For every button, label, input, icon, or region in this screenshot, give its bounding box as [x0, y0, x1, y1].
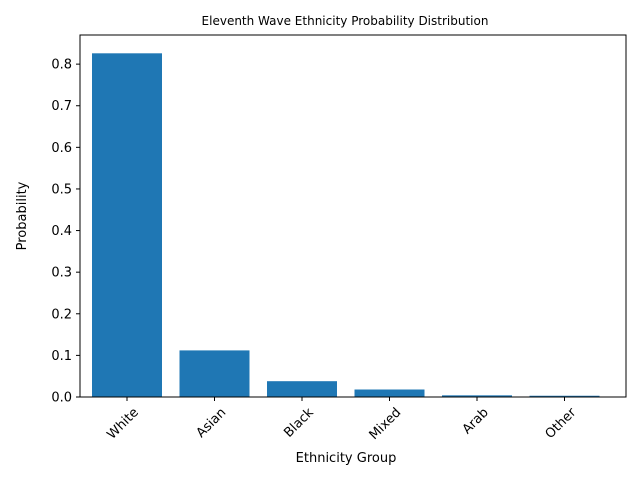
y-tick-label: 0.0	[51, 391, 72, 406]
x-tick-label: Black	[281, 405, 317, 441]
y-tick-label: 0.8	[51, 58, 72, 73]
y-tick-label: 0.4	[51, 224, 72, 239]
x-tick-label: Asian	[194, 405, 230, 441]
x-axis-title: Ethnicity Group	[296, 451, 397, 466]
bar-arab	[442, 395, 512, 397]
y-tick-label: 0.1	[51, 349, 72, 364]
x-tick-label: Other	[543, 405, 580, 442]
bars-group	[92, 53, 600, 398]
bar-white	[92, 53, 162, 398]
y-tick-label: 0.7	[51, 99, 72, 114]
chart-title: Eleventh Wave Ethnicity Probability Dist…	[202, 14, 489, 28]
x-tick-label: Mixed	[367, 405, 405, 443]
bar-mixed	[354, 389, 425, 397]
x-tick-label: White	[104, 405, 141, 442]
x-axis-ticks: White Asian Black Mixed Arab Other	[104, 397, 580, 443]
y-axis-title: Probability	[15, 181, 30, 250]
bar-other	[529, 395, 600, 397]
x-tick-label: Arab	[460, 405, 492, 437]
y-tick-label: 0.3	[51, 266, 72, 281]
bar-asian	[179, 350, 250, 397]
bar-black	[267, 381, 337, 397]
y-tick-label: 0.5	[51, 182, 72, 197]
y-axis-ticks: 0.0 0.1 0.2 0.3 0.4 0.5 0.6 0.7 0.8	[51, 58, 80, 406]
plot-frame	[79, 34, 627, 398]
y-tick-label: 0.6	[51, 141, 72, 156]
y-tick-label: 0.2	[51, 307, 72, 322]
